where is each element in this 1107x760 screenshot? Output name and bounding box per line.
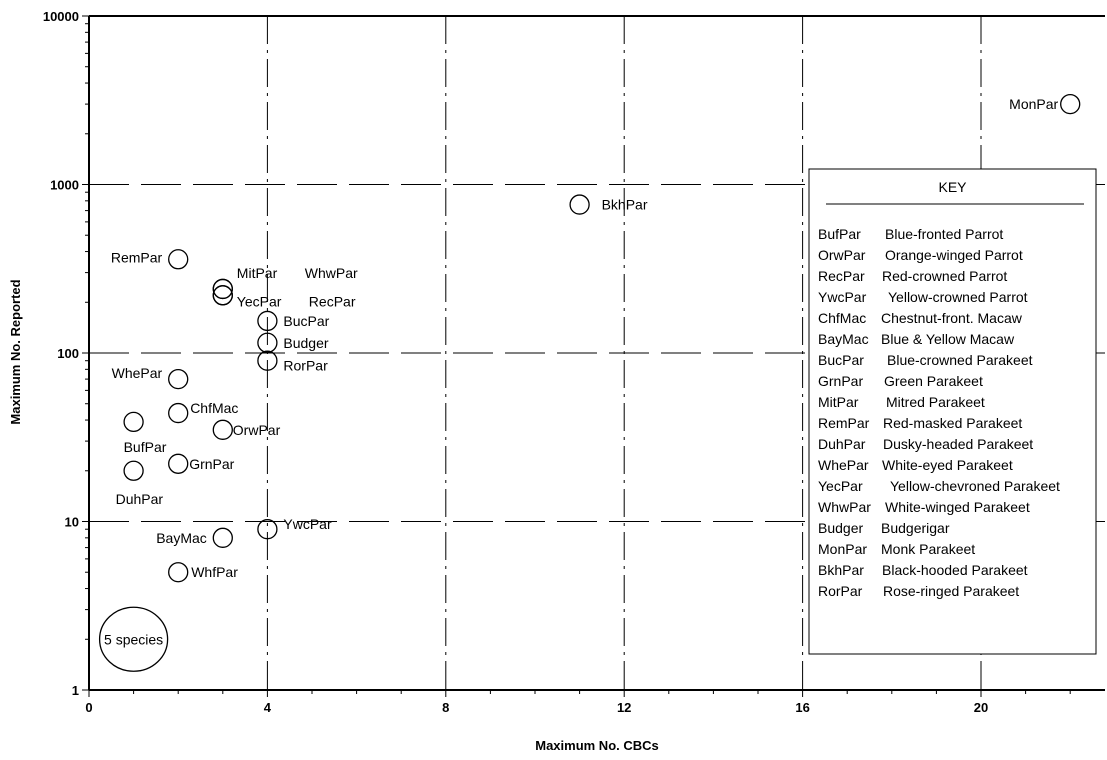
point-label: WhwPar [305, 265, 358, 281]
key-entry-name: Orange-winged Parrot [885, 247, 1023, 263]
x-tick-label: 0 [85, 700, 92, 715]
data-point [168, 402, 189, 424]
point-label: WhfPar [191, 564, 238, 580]
point-label: OrwPar [233, 422, 281, 438]
key-entry-name: Yellow-chevroned Parakeet [890, 478, 1060, 494]
point-label: YecPar [237, 293, 282, 309]
axes [82, 15, 1105, 697]
x-tick-label: 12 [617, 700, 631, 715]
key-frame [808, 168, 1097, 655]
data-point [168, 453, 189, 474]
key-entry-code: BkhPar [818, 562, 864, 578]
y-tick-label: 10 [65, 515, 79, 530]
key-entry-code: BayMac [818, 331, 869, 347]
point-label: RorPar [283, 358, 328, 374]
key-entry-name: Budgerigar [881, 520, 950, 536]
key-entry-code: ChfMac [818, 310, 866, 326]
key-entry-code: Budger [818, 520, 863, 536]
key-entry-name: Dusky-headed Parakeet [883, 436, 1033, 452]
key-entry-code: MitPar [818, 394, 859, 410]
point-label: WhePar [112, 365, 163, 381]
point-label: MonPar [1009, 96, 1058, 112]
key-entry-code: OrwPar [818, 247, 866, 263]
data-point [212, 419, 233, 440]
key-title: KEY [938, 179, 967, 195]
key-entry-code: RemPar [818, 415, 870, 431]
point-label: BayMac [156, 530, 207, 546]
data-point [168, 562, 189, 583]
data-point [257, 332, 278, 353]
key-entry-name: Blue-crowned Parakeet [887, 352, 1033, 368]
key-entry-name: White-winged Parakeet [885, 499, 1030, 515]
key-entry-code: WhwPar [818, 499, 871, 515]
data-point [212, 527, 233, 548]
size-legend: 5 species [98, 606, 169, 672]
key-entry-name: White-eyed Parakeet [882, 457, 1013, 473]
data-point [257, 519, 278, 540]
point-label: ChfMac [190, 400, 238, 416]
x-tick-label: 16 [795, 700, 809, 715]
point-label: YwcPar [283, 516, 332, 532]
data-point [168, 249, 189, 270]
key-entry-code: GrnPar [818, 373, 863, 389]
key-entry-code: YwcPar [818, 289, 867, 305]
key-entry-name: Blue-fronted Parrot [885, 226, 1003, 242]
data-point [168, 368, 189, 390]
point-label: GrnPar [189, 456, 234, 472]
data-point [212, 285, 233, 306]
size-legend-label: 5 species [104, 631, 163, 647]
key-box: KEY BufPar Blue-fronted Parrot OrwPar Orange… [808, 168, 1097, 655]
data-point [212, 278, 233, 300]
point-label: DuhPar [116, 491, 164, 507]
key-entry-name: Rose-ringed Parakeet [883, 583, 1019, 599]
key-entry-code: WhePar [818, 457, 869, 473]
y-tick-label: 10000 [43, 9, 79, 24]
point-label: BkhPar [602, 197, 648, 213]
key-entry-name: Green Parakeet [884, 373, 983, 389]
key-entry-code: BufPar [818, 226, 861, 242]
key-entry-name: Blue & Yellow Macaw [881, 331, 1015, 347]
point-label: MitPar [237, 265, 278, 281]
key-entry-code: DuhPar [818, 436, 866, 452]
key-entry-code: BucPar [818, 352, 864, 368]
data-point [257, 310, 278, 332]
y-tick-label: 1 [72, 683, 79, 698]
x-axis-title: Maximum No. CBCs [535, 738, 659, 753]
data-point [569, 194, 590, 215]
tick-labels: 0 4 8 12 16 20 1 10 100 1000 10000 [43, 9, 988, 715]
point-label: BufPar [124, 439, 167, 455]
key-entry-code: RecPar [818, 268, 865, 284]
x-tick-label: 8 [442, 700, 449, 715]
key-entry-name: Red-crowned Parrot [882, 268, 1007, 284]
key-entry-name: Yellow-crowned Parrot [888, 289, 1028, 305]
data-point [123, 460, 144, 481]
point-label: RemPar [111, 249, 163, 265]
point-label: RecPar [309, 293, 356, 309]
key-entry-name: Black-hooded Parakeet [882, 562, 1028, 578]
key-entry-name: Mitred Parakeet [886, 394, 985, 410]
point-labels: MonPar BkhPar RemPar MitPar WhwPar YecPar RecP… [111, 96, 1059, 580]
data-point [257, 350, 278, 371]
key-entry-code: MonPar [818, 541, 867, 557]
key-entry-code: YecPar [818, 478, 863, 494]
key-entry-name: Red-masked Parakeet [883, 415, 1022, 431]
point-label: BucPar [283, 313, 329, 329]
y-tick-label: 1000 [50, 178, 79, 193]
data-points [123, 93, 1081, 583]
data-point [1060, 93, 1081, 115]
key-entry-name: Chestnut-front. Macaw [881, 310, 1023, 326]
size-legend-ellipse [98, 606, 169, 672]
x-tick-label: 4 [264, 700, 272, 715]
y-axis-title: Maximum No. Reported [8, 279, 23, 424]
data-point [123, 411, 144, 433]
key-entry-code: RorPar [818, 583, 863, 599]
y-tick-label: 100 [57, 346, 79, 361]
key-entry-name: Monk Parakeet [881, 541, 975, 557]
point-label: Budger [283, 335, 328, 351]
x-tick-label: 20 [974, 700, 988, 715]
